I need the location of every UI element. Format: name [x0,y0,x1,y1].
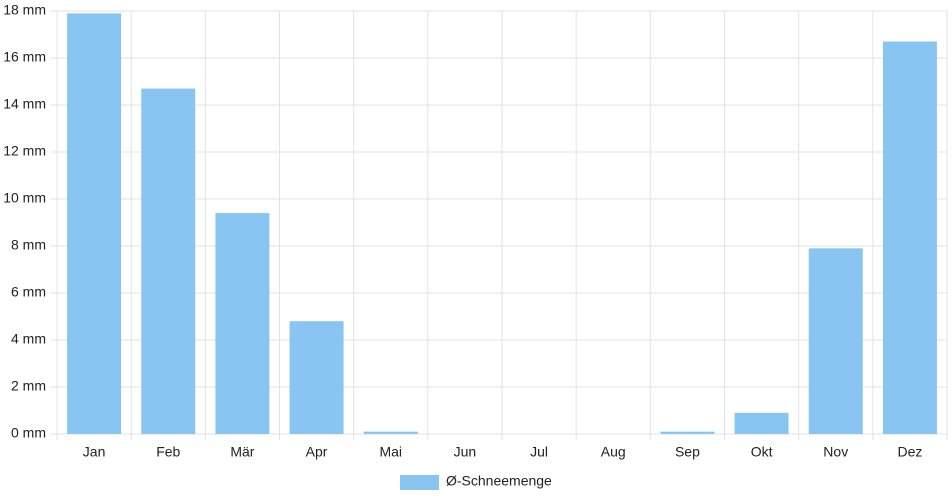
y-tick-label: 8 mm [11,237,46,253]
bar [660,431,715,434]
bar [882,41,937,435]
y-tick-label: 0 mm [11,425,46,441]
bar [363,431,418,434]
y-tick-label: 12 mm [3,143,46,159]
y-tick-label: 18 mm [3,2,46,18]
legend-swatch [400,475,439,490]
bar [808,248,863,434]
x-tick-label: Jan [83,444,106,460]
legend-label: Ø-Schneemenge [446,473,552,489]
x-tick-label: Sep [675,444,700,460]
x-tick-label: Jun [454,444,477,460]
x-tick-label: Mai [379,444,402,460]
x-tick-label: Aug [601,444,626,460]
x-tick-label: Apr [306,444,328,460]
y-tick-label: 4 mm [11,331,46,347]
y-tick-label: 6 mm [11,284,46,300]
bar [734,412,789,434]
x-tick-label: Feb [156,444,180,460]
x-tick-label: Nov [823,444,848,460]
bar [215,213,270,434]
x-tick-label: Jul [530,444,548,460]
y-tick-label: 14 mm [3,96,46,112]
bar [141,88,196,435]
y-tick-label: 16 mm [3,49,46,65]
x-tick-label: Dez [897,444,922,460]
y-tick-label: 2 mm [11,378,46,394]
bar [67,13,122,434]
y-tick-label: 10 mm [3,190,46,206]
x-tick-label: Mär [230,444,254,460]
bar [289,321,344,434]
x-tick-label: Okt [751,444,773,460]
